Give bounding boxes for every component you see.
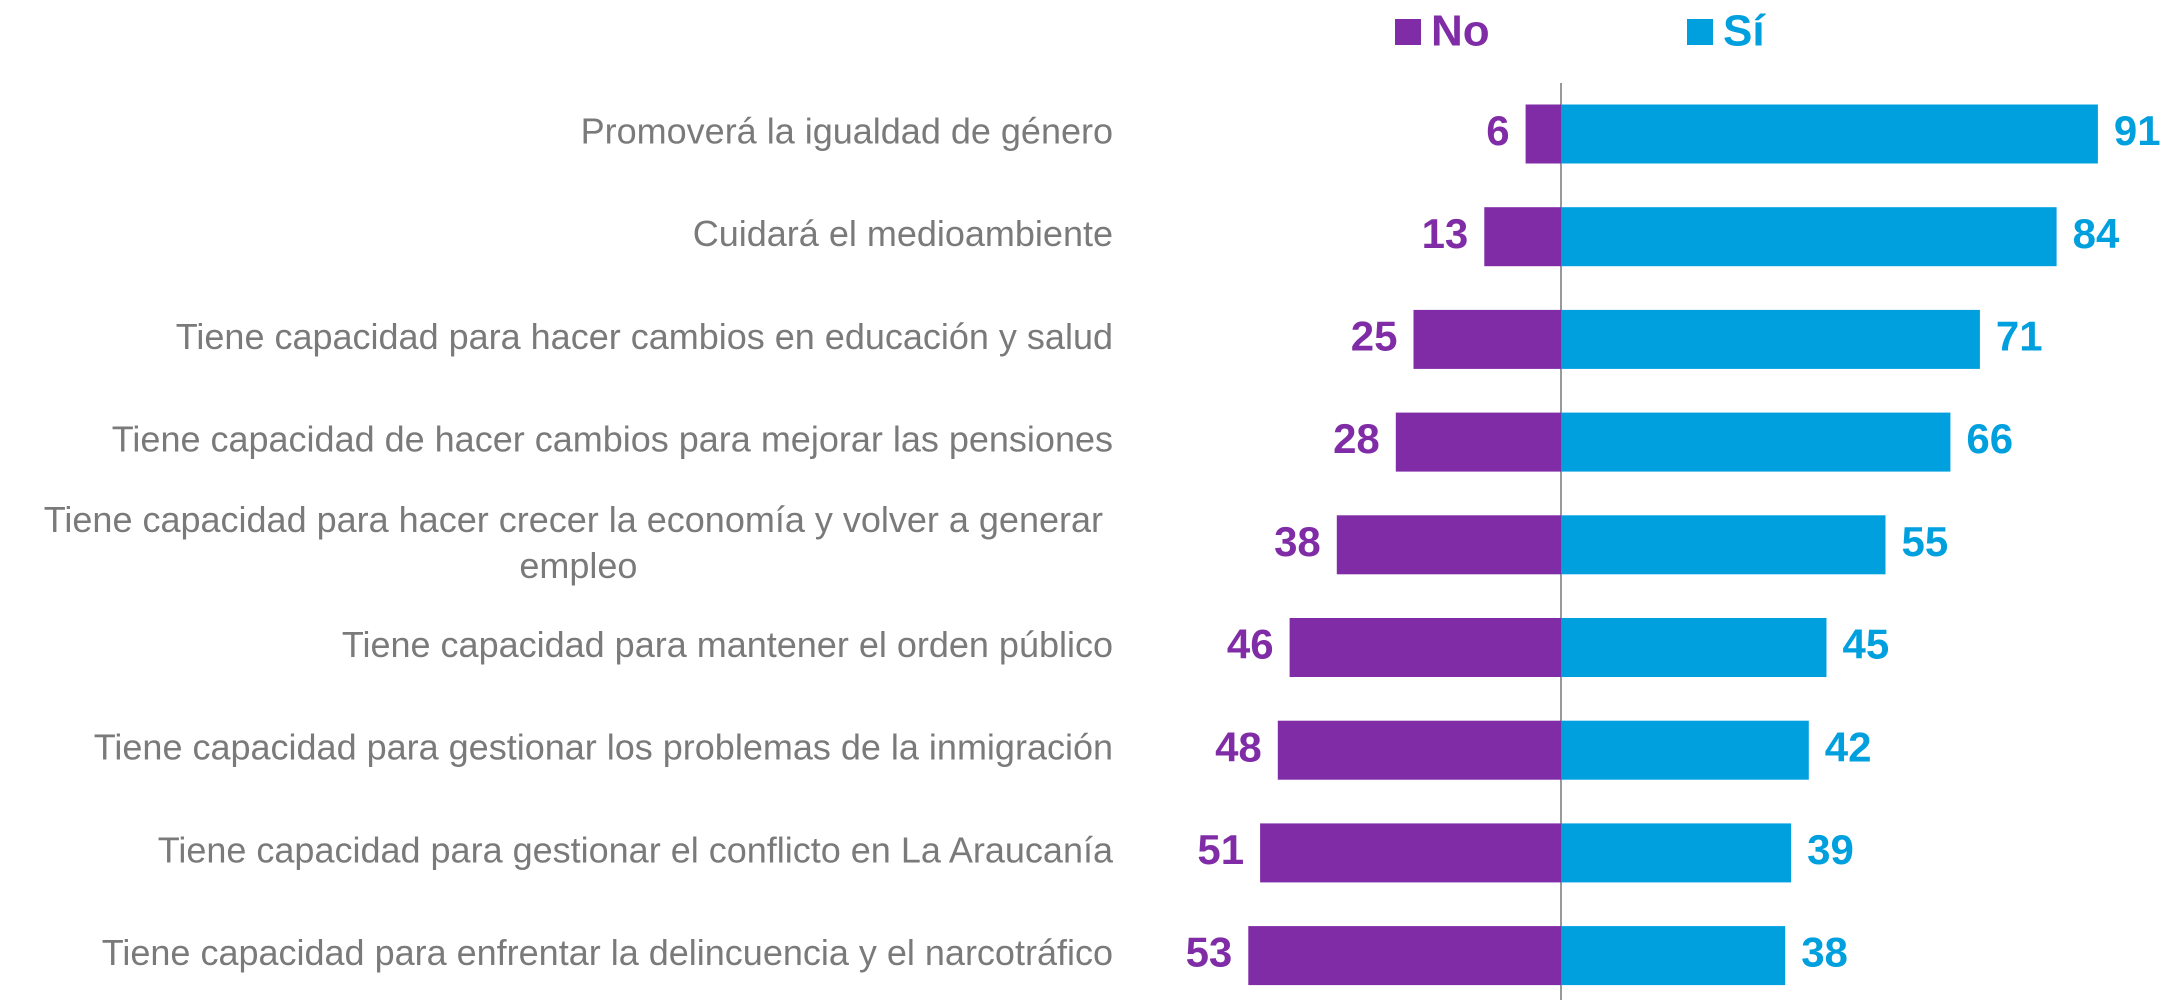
value-label: 53 [1186,929,1233,976]
bar [1561,823,1792,883]
category-label: Tiene capacidad para hacer crecer la eco… [44,498,1113,585]
legend-label: Sí [1723,7,1766,56]
bar [1561,412,1951,472]
value-label: 38 [1801,929,1848,976]
category-label: Tiene capacidad de hacer cambios para me… [112,419,1113,460]
category-label: Tiene capacidad para gestionar el confli… [158,829,1114,870]
value-label: 38 [1274,518,1321,565]
value-label: 55 [1902,518,1949,565]
bar [1277,720,1561,780]
value-label: 66 [1966,415,2013,462]
bar [1561,926,1786,986]
bar [1561,515,1886,575]
value-label: 28 [1333,415,1380,462]
value-label: 45 [1843,621,1890,668]
value-label: 25 [1351,312,1398,359]
legend-swatch [1395,19,1421,45]
bar [1260,823,1561,883]
bar [1395,412,1561,472]
category-label: Tiene capacidad para mantener el orden p… [342,624,1113,665]
category-label: Promoverá la igualdad de género [581,111,1113,152]
value-label: 42 [1825,723,1872,770]
bar [1561,618,1827,677]
bar [1413,309,1561,369]
bar [1484,207,1561,267]
value-label: 39 [1807,826,1854,873]
category-label: Tiene capacidad para hacer cambios en ed… [176,316,1113,357]
bar [1289,618,1561,677]
value-label: 91 [2114,107,2161,154]
bar [1248,926,1561,986]
bar [1336,515,1561,575]
value-label: 48 [1215,723,1262,770]
category-label: Tiene capacidad para gestionar los probl… [94,727,1113,768]
bar [1561,104,2098,164]
category-label: Tiene capacidad para enfrentar la delinc… [102,932,1113,973]
bar [1561,309,1980,369]
value-label: 71 [1996,312,2043,359]
bar [1561,207,2057,267]
bar [1561,720,1809,780]
legend-label: No [1431,7,1490,56]
value-label: 46 [1227,621,1274,668]
value-label: 13 [1422,210,1469,257]
value-label: 84 [2073,210,2120,257]
bar [1525,104,1561,164]
category-label: Cuidará el medioambiente [693,213,1113,254]
legend-swatch [1687,19,1713,45]
value-label: 6 [1486,107,1509,154]
value-label: 51 [1197,826,1244,873]
